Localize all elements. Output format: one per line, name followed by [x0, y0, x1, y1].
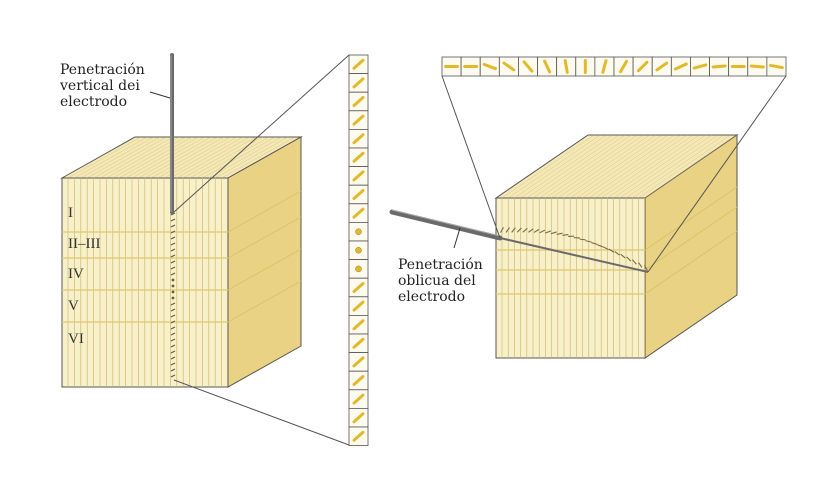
right-label-line-2: oblicua del — [398, 273, 483, 289]
layer-label-iv: IV — [68, 266, 84, 283]
orientation-bar — [713, 66, 725, 67]
track-mark-dot — [172, 285, 175, 288]
layer-label-ii-iii: II–III — [68, 236, 100, 253]
left-zoom-line-bottom — [174, 380, 349, 445]
track-mark-dot — [172, 279, 175, 282]
left-label-leader — [150, 92, 170, 98]
track-mark — [562, 235, 568, 236]
left-block-side — [228, 137, 301, 387]
right-zoom-line-left — [442, 76, 500, 238]
left-magnified-column — [349, 55, 368, 446]
right-label-leader — [454, 228, 460, 248]
right-block — [392, 76, 786, 358]
orientation-bar — [565, 61, 567, 73]
right-electrode-label: Penetración oblicua del electrodo — [398, 257, 483, 305]
layer-label-v: V — [68, 298, 79, 315]
left-electrode-label: Penetración vertical dei electrodo — [60, 62, 145, 110]
left-label-line-3: electrodo — [60, 94, 145, 110]
orientation-dot — [356, 229, 362, 235]
left-block — [62, 55, 349, 445]
right-label-line-1: Penetración — [398, 257, 483, 273]
left-label-line-2: vertical dei — [60, 78, 145, 94]
right-magnified-row — [442, 57, 786, 76]
right-label-line-3: electrodo — [398, 289, 483, 305]
layer-label-vi: VI — [68, 331, 84, 348]
orientation-dot — [356, 247, 362, 253]
left-label-line-1: Penetración — [60, 62, 145, 78]
track-mark-dot — [172, 291, 175, 294]
orientation-bar — [771, 65, 783, 67]
orientation-dot — [356, 266, 362, 272]
oblique-electrode — [392, 212, 500, 238]
orientation-bar — [751, 66, 763, 67]
track-mark — [580, 239, 586, 240]
track-mark-dot — [172, 297, 175, 300]
layer-label-i: I — [68, 205, 73, 222]
